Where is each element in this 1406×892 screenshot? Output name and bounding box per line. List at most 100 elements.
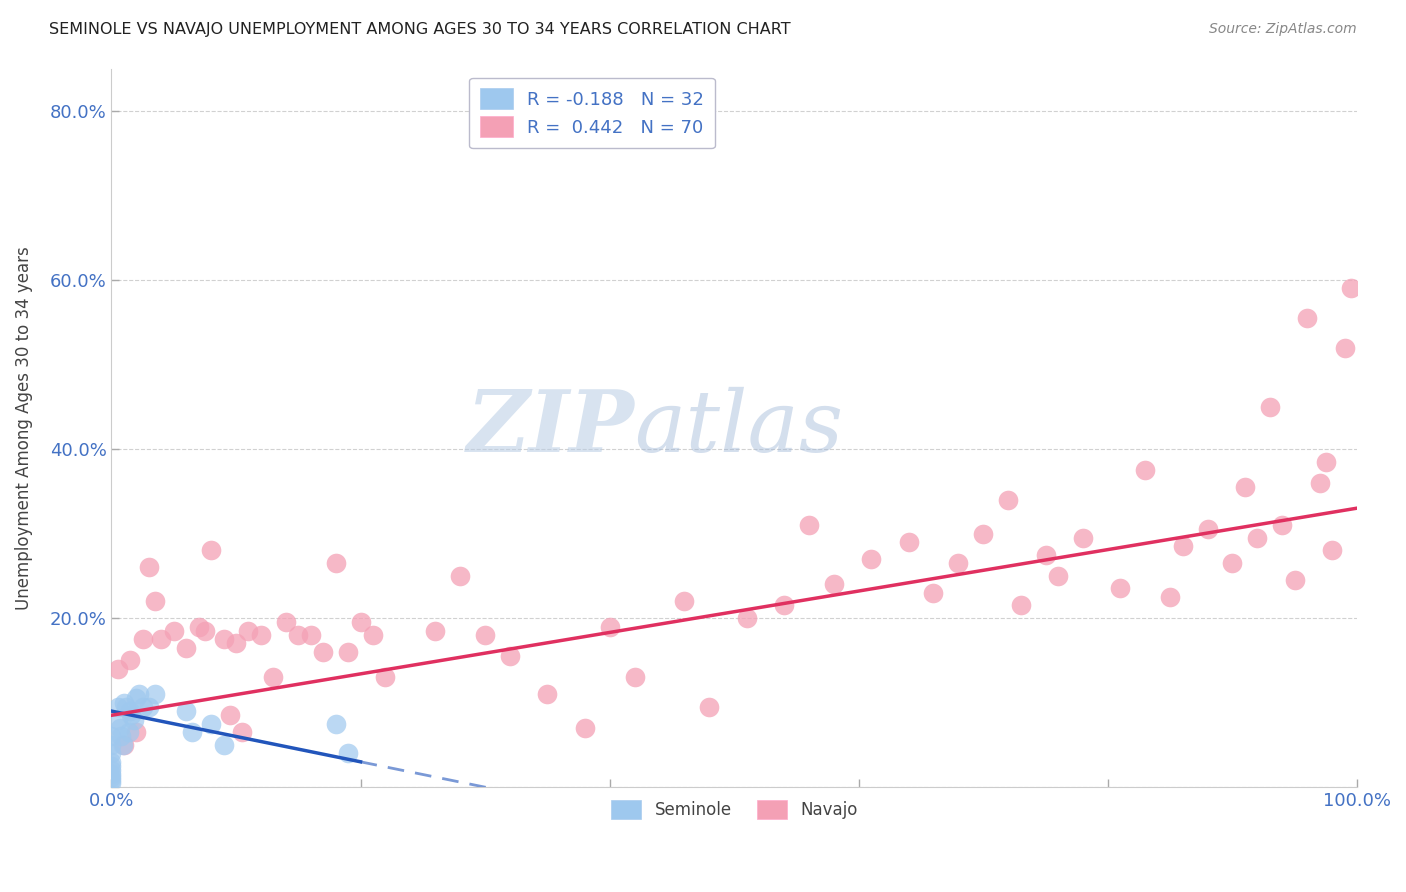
Navajo (1309, 475, 1331, 490)
Navajo (274, 615, 297, 630)
Y-axis label: Unemployment Among Ages 30 to 34 years: Unemployment Among Ages 30 to 34 years (15, 246, 32, 610)
Navajo (1340, 281, 1362, 295)
Seminole (108, 721, 131, 735)
Navajo (125, 725, 148, 739)
Navajo (797, 518, 820, 533)
Navajo (262, 670, 284, 684)
Text: ZIP: ZIP (467, 386, 634, 469)
Navajo (238, 624, 260, 638)
Navajo (225, 636, 247, 650)
Navajo (349, 615, 371, 630)
Navajo (1296, 310, 1319, 325)
Seminole (111, 738, 134, 752)
Text: SEMINOLE VS NAVAJO UNEMPLOYMENT AMONG AGES 30 TO 34 YEARS CORRELATION CHART: SEMINOLE VS NAVAJO UNEMPLOYMENT AMONG AG… (49, 22, 790, 37)
Navajo (150, 632, 173, 647)
Navajo (361, 628, 384, 642)
Navajo (697, 699, 720, 714)
Navajo (948, 556, 970, 570)
Navajo (1246, 531, 1268, 545)
Navajo (897, 535, 920, 549)
Navajo (1071, 531, 1094, 545)
Navajo (1047, 569, 1070, 583)
Navajo (1233, 480, 1256, 494)
Seminole (143, 687, 166, 701)
Seminole (181, 725, 204, 739)
Text: atlas: atlas (634, 386, 844, 469)
Navajo (325, 556, 347, 570)
Navajo (823, 577, 845, 591)
Navajo (212, 632, 235, 647)
Navajo (623, 670, 645, 684)
Navajo (1284, 573, 1306, 587)
Seminole (110, 730, 132, 744)
Seminole (100, 759, 122, 773)
Seminole (131, 699, 153, 714)
Navajo (1159, 590, 1181, 604)
Navajo (972, 526, 994, 541)
Navajo (131, 632, 153, 647)
Seminole (100, 747, 122, 761)
Navajo (218, 708, 240, 723)
Navajo (250, 628, 273, 642)
Seminole (100, 773, 122, 788)
Seminole (100, 767, 122, 781)
Navajo (499, 649, 522, 664)
Seminole (174, 704, 197, 718)
Seminole (112, 696, 135, 710)
Navajo (138, 560, 160, 574)
Seminole (125, 691, 148, 706)
Legend: Seminole, Navajo: Seminole, Navajo (605, 793, 863, 826)
Navajo (1035, 548, 1057, 562)
Navajo (574, 721, 596, 735)
Seminole (100, 770, 122, 784)
Navajo (1197, 522, 1219, 536)
Seminole (100, 755, 122, 769)
Seminole (120, 708, 142, 723)
Navajo (997, 492, 1019, 507)
Navajo (112, 738, 135, 752)
Navajo (1010, 599, 1032, 613)
Navajo (174, 640, 197, 655)
Navajo (860, 552, 883, 566)
Navajo (425, 624, 447, 638)
Navajo (287, 628, 309, 642)
Navajo (536, 687, 558, 701)
Navajo (337, 645, 360, 659)
Seminole (200, 716, 222, 731)
Seminole (337, 747, 360, 761)
Navajo (735, 611, 758, 625)
Navajo (1320, 543, 1343, 558)
Navajo (1315, 455, 1337, 469)
Navajo (1109, 582, 1132, 596)
Seminole (138, 699, 160, 714)
Seminole (100, 738, 122, 752)
Navajo (449, 569, 471, 583)
Seminole (122, 713, 145, 727)
Navajo (599, 619, 621, 633)
Text: Source: ZipAtlas.com: Source: ZipAtlas.com (1209, 22, 1357, 37)
Navajo (299, 628, 322, 642)
Seminole (325, 716, 347, 731)
Seminole (107, 699, 129, 714)
Navajo (922, 585, 945, 599)
Navajo (1333, 341, 1355, 355)
Navajo (163, 624, 186, 638)
Seminole (100, 776, 122, 790)
Navajo (143, 594, 166, 608)
Navajo (200, 543, 222, 558)
Navajo (120, 653, 142, 667)
Seminole (115, 699, 138, 714)
Navajo (1171, 539, 1194, 553)
Navajo (474, 628, 496, 642)
Navajo (231, 725, 253, 739)
Navajo (312, 645, 335, 659)
Seminole (120, 704, 142, 718)
Navajo (1222, 556, 1244, 570)
Seminole (100, 764, 122, 778)
Seminole (107, 713, 129, 727)
Navajo (1135, 463, 1157, 477)
Seminole (128, 687, 150, 701)
Seminole (118, 725, 141, 739)
Navajo (374, 670, 396, 684)
Seminole (100, 730, 122, 744)
